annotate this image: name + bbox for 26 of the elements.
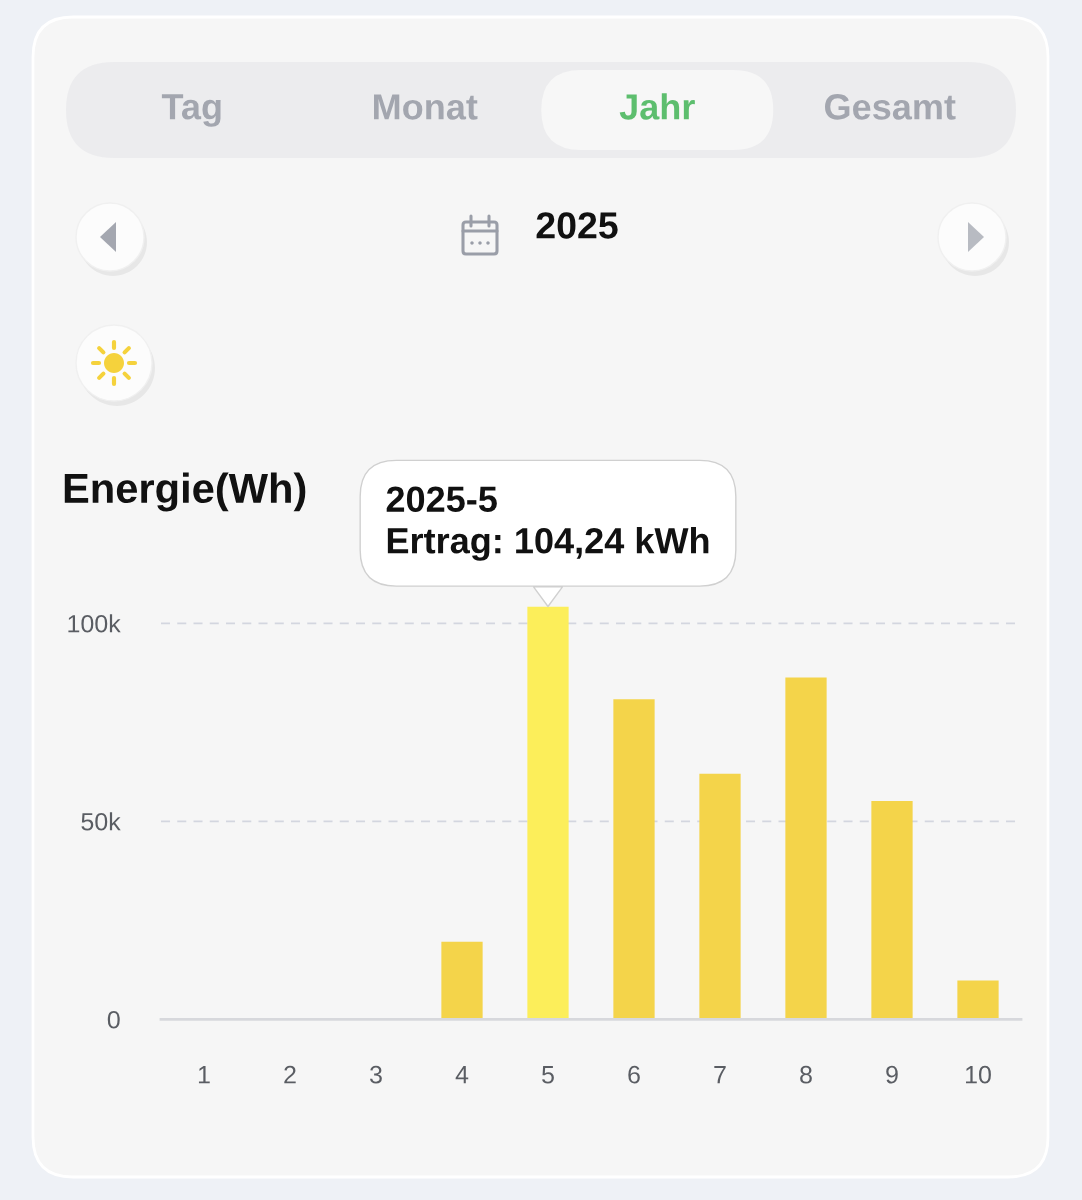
x-tick-label: 10: [966, 1065, 991, 1084]
x-tick-label: 3: [370, 1065, 382, 1084]
chart-title: 2025: [536, 212, 618, 239]
x-tick-label: 8: [800, 1065, 812, 1084]
x-tick-label: 2: [284, 1065, 296, 1084]
bar: [785, 677, 827, 1020]
x-tick-label: 4: [455, 1066, 469, 1084]
y-tick-label: 100k: [68, 614, 121, 633]
bar: [699, 773, 741, 1020]
text: Tag: [161, 94, 221, 127]
y-axis-title: Energie(Wh): [64, 472, 306, 512]
bar: [871, 801, 913, 1020]
text: Jahr: [619, 93, 695, 120]
bar: [957, 980, 999, 1020]
x-tick-label: 9: [886, 1065, 898, 1084]
y-tick-label: 50k: [81, 812, 121, 831]
text: Monat: [374, 94, 478, 120]
x-tick-label: 6: [628, 1065, 640, 1084]
bar: [441, 941, 483, 1020]
x-tick-label: 5: [542, 1066, 554, 1084]
x-tick-label: 7: [714, 1066, 726, 1084]
annotation: 2025-5 Ertrag: 104,24 kWh: [386, 486, 709, 561]
x-tick-label: 1: [198, 1066, 210, 1084]
text: Gesamt: [825, 94, 956, 120]
y-tick-label: 0: [107, 1010, 120, 1029]
bar: [613, 699, 655, 1020]
